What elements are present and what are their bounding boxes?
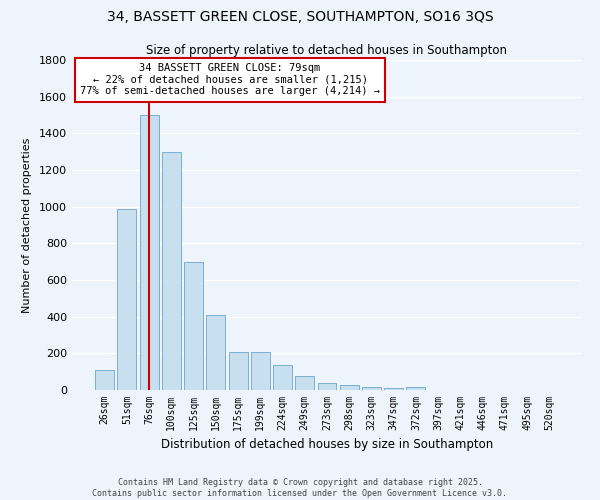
X-axis label: Distribution of detached houses by size in Southampton: Distribution of detached houses by size … [161, 438, 493, 452]
Bar [184, 262, 203, 390]
Bar [229, 352, 248, 390]
Bar [406, 387, 425, 390]
Bar [384, 388, 403, 390]
Text: Contains HM Land Registry data © Crown copyright and database right 2025.
Contai: Contains HM Land Registry data © Crown c… [92, 478, 508, 498]
Bar [340, 386, 359, 390]
Bar [251, 352, 270, 390]
Bar [206, 315, 225, 390]
Bar [273, 365, 292, 390]
Title: Size of property relative to detached houses in Southampton: Size of property relative to detached ho… [146, 44, 508, 58]
Bar [95, 370, 114, 390]
Text: 34, BASSETT GREEN CLOSE, SOUTHAMPTON, SO16 3QS: 34, BASSETT GREEN CLOSE, SOUTHAMPTON, SO… [107, 10, 493, 24]
Bar [362, 387, 381, 390]
Bar [295, 376, 314, 390]
Y-axis label: Number of detached properties: Number of detached properties [22, 138, 32, 312]
Text: 34 BASSETT GREEN CLOSE: 79sqm
← 22% of detached houses are smaller (1,215)
77% o: 34 BASSETT GREEN CLOSE: 79sqm ← 22% of d… [80, 64, 380, 96]
Bar [317, 382, 337, 390]
Bar [118, 208, 136, 390]
Bar [162, 152, 181, 390]
Bar [140, 115, 158, 390]
